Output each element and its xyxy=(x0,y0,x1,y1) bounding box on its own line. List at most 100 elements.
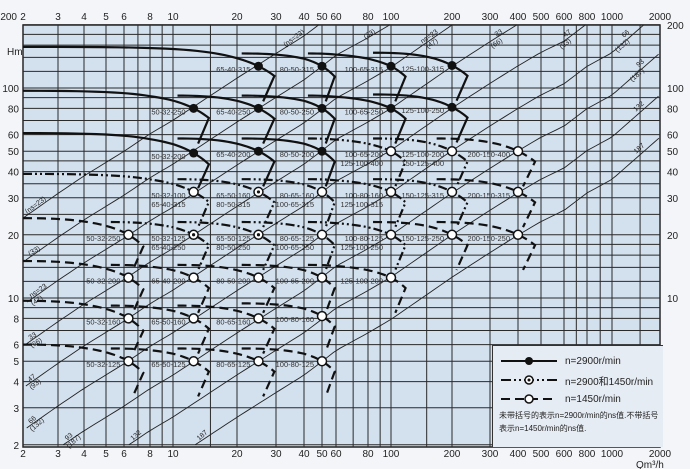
pump-curve xyxy=(110,304,211,354)
filled-marker-icon xyxy=(447,60,457,70)
ns-line xyxy=(25,24,586,387)
x-tick-label-top: 100 xyxy=(383,12,400,23)
pump-model-label: 100-65-315 xyxy=(276,200,314,209)
y-tick-label-left: 40 xyxy=(8,168,20,179)
y-tick-label-right: 50 xyxy=(667,147,679,158)
y-tick-label-left: 10 xyxy=(8,294,20,305)
legend-label: n=1450r/min xyxy=(565,393,621,405)
pump-model-label: 125-100-315 xyxy=(401,64,444,73)
filled-marker-icon xyxy=(447,102,457,112)
y-tick-label-right: 100 xyxy=(667,84,684,95)
open-marker-icon xyxy=(512,186,524,198)
pump-model-label: 80-65-160 xyxy=(280,191,314,200)
pump-model-label: 100-65-200 xyxy=(345,150,383,159)
ns-label-top: 93 xyxy=(635,58,646,68)
pump-model-label: 50-32-125 xyxy=(86,360,120,369)
open-marker-icon xyxy=(512,145,524,157)
x-tick-label-bottom: 300 xyxy=(482,449,499,460)
ns-line xyxy=(22,24,320,219)
ns-line xyxy=(62,53,659,446)
pump-model-label: 65-40-200 xyxy=(216,150,250,159)
x-tick-label-top: 8 xyxy=(147,12,153,23)
legend: n=2900r/min n=2900和1450r/min n=1450r/min… xyxy=(492,345,663,447)
pump-curve xyxy=(177,178,276,228)
pump-curve xyxy=(307,178,407,228)
x-tick-label-bottom: 2000 xyxy=(649,449,672,460)
pump-model-label: 200-150-400 xyxy=(467,150,510,159)
pump-curve xyxy=(177,347,276,397)
pump-model-label: 50-32-160 xyxy=(86,317,120,326)
legend-note: 未带括号的表示n=2900r/min的ns值.不带括号表示n=1450r/min… xyxy=(499,411,659,433)
pump-curve xyxy=(436,178,537,228)
pump-curve xyxy=(241,94,336,144)
pump-model-label: 65-40-250 xyxy=(216,107,250,116)
pump-model-label: 65-40-250 xyxy=(151,243,185,252)
x-tick-label-bottom: 6 xyxy=(121,449,127,460)
open-marker-icon xyxy=(385,229,397,241)
pump-model-label: 150-125-315 xyxy=(401,191,444,200)
legend-item-2900: n=2900r/min xyxy=(499,354,621,368)
ns-line xyxy=(128,95,659,446)
open-marker-icon xyxy=(253,313,264,324)
legend-dashed-line-icon xyxy=(501,394,557,404)
x-tick-label-bottom: 400 xyxy=(510,449,527,460)
pump-curve xyxy=(436,220,537,271)
filled-marker-icon xyxy=(317,61,327,71)
pump-model-label: 80-50-315 xyxy=(216,200,250,209)
open-marker-icon xyxy=(316,355,328,367)
pump-curve xyxy=(241,347,336,397)
pump-model-label: 150-125-250 xyxy=(401,234,444,243)
open-marker-icon xyxy=(316,272,328,283)
open-marker-icon xyxy=(188,186,199,198)
pump-model-label: 200-150-315 xyxy=(467,191,510,200)
open-marker-icon xyxy=(316,186,328,198)
pump-model-label: 125-100-200 xyxy=(401,150,444,159)
filled-marker-icon xyxy=(317,146,327,156)
pump-model-label: 100-80-125 xyxy=(276,360,314,369)
x-tick-label-bottom: 800 xyxy=(579,449,596,460)
x-tick-label-top: 1000 xyxy=(601,12,624,23)
open-marker-icon xyxy=(385,186,397,198)
pump-curve xyxy=(241,178,336,228)
x-tick-label-bottom: 40 xyxy=(298,449,310,460)
pump-model-label: 65-40-315 xyxy=(151,200,185,209)
open-marker-icon xyxy=(123,229,134,241)
pump-model-label: 100-65-200 xyxy=(276,277,314,286)
x-tick-label-top: 30 xyxy=(270,12,282,23)
filled-marker-icon xyxy=(386,103,396,113)
x-axis-label: Qm³/h xyxy=(636,460,664,469)
pump-curve xyxy=(373,178,469,228)
open-marker-icon xyxy=(188,272,199,283)
open-marker-icon xyxy=(253,272,264,283)
pump-curve xyxy=(373,93,469,143)
open-marker-icon xyxy=(123,355,134,367)
x-tick-label-top: 3 xyxy=(55,12,61,23)
x-tick-label-bottom: 200 xyxy=(444,449,461,460)
y-tick-label-left: 8 xyxy=(13,314,19,325)
open-marker-icon xyxy=(188,313,199,324)
x-tick-label-top: 80 xyxy=(362,12,374,23)
pump-model-label: 200-150-250 xyxy=(467,234,510,243)
pump-curve xyxy=(307,220,407,271)
pump-model-label: 100-65-315 xyxy=(345,65,383,74)
x-tick-label-top: 6 xyxy=(121,12,127,23)
y-tick-label-left: 20 xyxy=(8,231,20,242)
y-tick-label-left: 6 xyxy=(13,341,19,352)
pump-curve xyxy=(373,137,469,187)
pump-curve xyxy=(177,263,276,314)
x-tick-label-top: 10 xyxy=(167,12,179,23)
pump-curve xyxy=(177,137,276,187)
pump-model-label: 65-50-160 xyxy=(151,317,185,326)
x-tick-label-bottom: 20 xyxy=(231,449,243,460)
pump-model-label: 50-32-250 xyxy=(151,107,185,116)
ns-label-left: 47 xyxy=(27,373,38,383)
x-tick-label-bottom: 8 xyxy=(147,449,153,460)
ns-label-top: 33 xyxy=(494,28,504,38)
open-marker-icon xyxy=(188,355,199,367)
open-marker-icon xyxy=(446,186,458,198)
pump-model-label: 125-100-250 xyxy=(401,106,444,115)
pump-model-label: 50-32-200 xyxy=(86,277,120,286)
pump-model-label: 100-65-250 xyxy=(276,243,314,252)
x-tick-label-top: 2 xyxy=(20,12,26,23)
